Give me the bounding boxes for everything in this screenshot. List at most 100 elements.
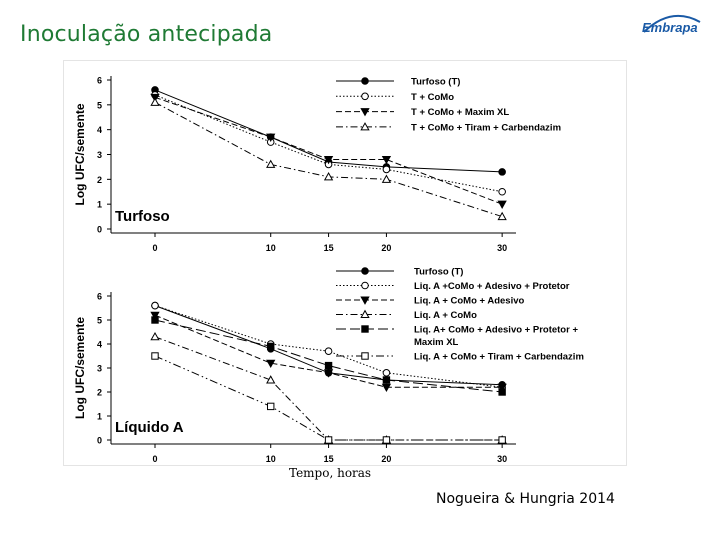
- legend-marker: [361, 92, 369, 101]
- y-tick-label: 2: [97, 388, 102, 398]
- y-tick-label: 3: [97, 150, 102, 160]
- x-tick-label: 30: [497, 454, 507, 464]
- y-tick-label: 5: [97, 100, 102, 110]
- data-point: [497, 211, 507, 221]
- data-point: [150, 311, 160, 321]
- data-point: [381, 155, 392, 165]
- series-4: [150, 97, 507, 221]
- legend-label: Liq. A + CoMo + Tiram + Carbendazim: [414, 352, 584, 363]
- data-point: [498, 187, 506, 196]
- legend-label: Liq. A+ CoMo + Adesivo + Protetor + Maxim…: [414, 325, 578, 349]
- chart-panel: 0 1 2 3 4 5 6 0 10 15 20 30 Log UFC/semente Turfoso Tu…: [63, 60, 627, 466]
- series-3: [150, 93, 507, 209]
- legend-marker: [361, 352, 369, 360]
- data-point: [382, 369, 391, 377]
- data-point: [382, 436, 391, 444]
- data-point: [323, 155, 334, 165]
- logo-text: Embrapa: [642, 20, 698, 35]
- data-point: [381, 383, 392, 393]
- legend-marker: [360, 108, 370, 117]
- y-tick-label: 6: [97, 76, 102, 86]
- y-tick-label: 1: [97, 412, 102, 422]
- logo-arc: [643, 15, 701, 33]
- data-point: [324, 361, 333, 370]
- chart-title: Turfoso: [115, 208, 170, 225]
- data-point: [266, 133, 276, 142]
- x-tick-label: 20: [381, 454, 391, 464]
- data-point: [151, 301, 159, 310]
- series-3: [150, 311, 507, 393]
- chart-turfoso: 0 1 2 3 4 5 6 0 10 15 20 30 Log UFC/semente Turfoso Tu…: [73, 76, 561, 254]
- page-title: Inoculação antecipada: [20, 22, 273, 47]
- x-tick-label: 15: [324, 243, 334, 253]
- legend-marker: [361, 325, 369, 333]
- y-tick-label: 5: [97, 316, 102, 326]
- data-point: [323, 369, 334, 378]
- embrapa-logo: Embrapa: [642, 15, 701, 35]
- data-point: [323, 172, 334, 181]
- x-tick-label: 0: [152, 243, 157, 253]
- legend: Turfoso (T) Liq. A +CoMo + Adesivo + Prot…: [336, 267, 584, 363]
- legend-label-line: Maxim XL: [414, 337, 459, 348]
- data-point: [382, 376, 391, 384]
- x-tick-label: 10: [266, 454, 276, 464]
- x-tick-label: 30: [497, 243, 507, 253]
- legend-label: T + CoMo + Maxim XL: [411, 107, 509, 118]
- data-point: [324, 436, 333, 444]
- legend-marker: [361, 77, 369, 85]
- y-tick-label: 4: [97, 125, 102, 135]
- x-tick-label: 15: [324, 454, 334, 464]
- x-tick-label: 10: [266, 243, 276, 253]
- y-tick-label: 0: [97, 225, 102, 235]
- chart-liquido-a: 0 1 2 3 4 5 6 0 10 15 20 30 Log UFC/semente Líquido A…: [73, 267, 584, 465]
- legend-label: Liq. A +CoMo + Adesivo + Protetor: [414, 281, 570, 292]
- data-point: [266, 375, 276, 384]
- data-point: [266, 359, 276, 369]
- y-axis-label: Log UFC/semente: [73, 103, 87, 205]
- data-point: [151, 316, 159, 324]
- series-2: [151, 91, 506, 196]
- series-5: [151, 316, 506, 396]
- x-tick-label: 20: [381, 243, 391, 253]
- y-axis-label: Log UFC/semente: [73, 317, 87, 419]
- legend-marker: [360, 296, 370, 305]
- chart-title: Líquido A: [115, 419, 184, 436]
- data-point: [498, 436, 506, 444]
- y-tick-label: 6: [97, 292, 102, 302]
- data-point: [267, 402, 275, 411]
- series-line: [154, 305, 503, 388]
- series-line: [154, 355, 503, 441]
- series-6: [151, 352, 506, 444]
- legend-marker: [360, 122, 370, 131]
- data-point: [324, 347, 333, 356]
- legend-marker: [360, 309, 370, 318]
- data-point: [266, 159, 276, 168]
- legend-label: T + CoMo + Tiram + Carbendazim: [411, 122, 561, 133]
- series-line: [154, 319, 503, 393]
- data-point: [498, 168, 506, 176]
- y-tick-label: 3: [97, 364, 102, 374]
- legend-label: T + CoMo: [411, 92, 454, 103]
- data-point: [150, 97, 160, 106]
- x-axis-caption: Tempo, horas: [289, 466, 372, 480]
- y-tick-label: 2: [97, 175, 102, 185]
- data-point: [498, 388, 506, 396]
- data-point: [150, 331, 160, 341]
- data-point: [497, 200, 507, 209]
- legend-label: Liq. A + CoMo: [414, 310, 477, 321]
- data-point: [151, 352, 159, 360]
- legend-marker: [361, 267, 369, 275]
- data-point: [267, 342, 275, 351]
- y-tick-label: 1: [97, 200, 102, 210]
- data-point: [497, 383, 507, 393]
- legend-label-line: Liq. A+ CoMo + Adesivo + Protetor +: [414, 325, 578, 336]
- legend-label: Liq. A + CoMo + Adesivo: [414, 296, 525, 307]
- citation: Nogueira & Hungria 2014: [436, 491, 615, 507]
- legend-marker: [361, 281, 369, 290]
- legend: Turfoso (T) T + CoMo T + CoMo + Maxim XL T …: [336, 77, 561, 133]
- data-point: [382, 165, 391, 174]
- legend-label: Turfoso (T): [411, 77, 460, 88]
- legend-label: Turfoso (T): [414, 267, 463, 278]
- y-tick-label: 4: [97, 340, 102, 350]
